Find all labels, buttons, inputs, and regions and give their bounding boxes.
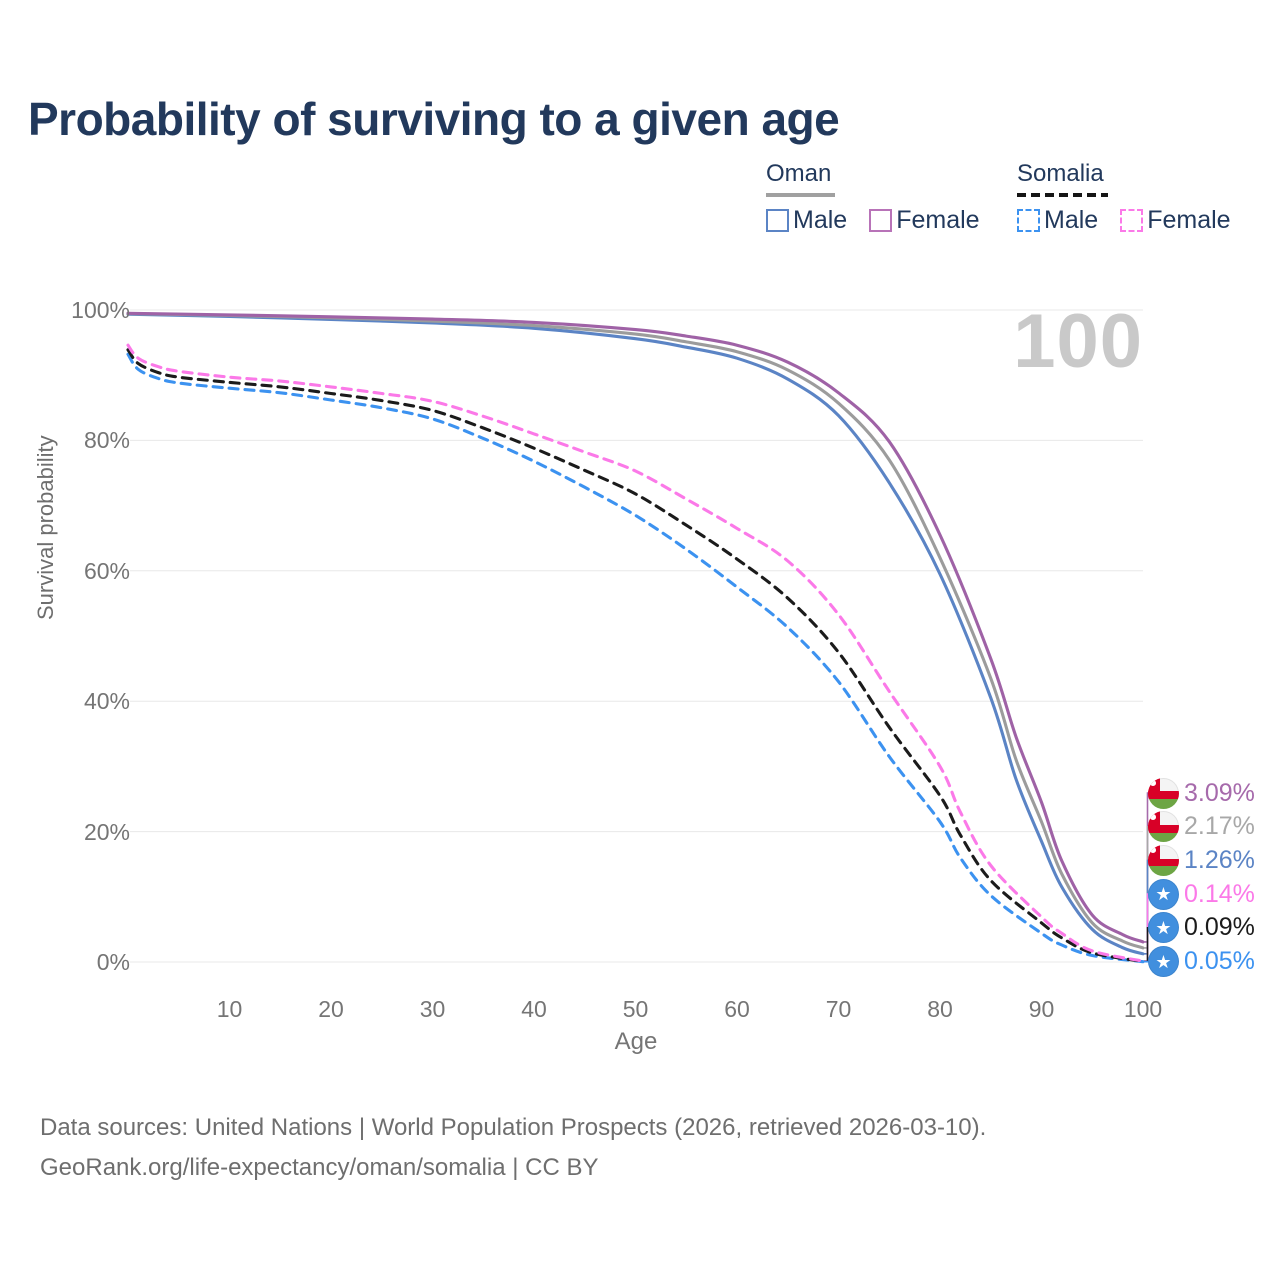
somalia-flag-icon: ★ (1148, 878, 1179, 910)
line-oman-total (126, 312, 1145, 950)
x-tick-label: 80 (927, 996, 953, 1022)
end-value-oman-female: 3.09% (1184, 778, 1255, 807)
oman-flag-icon (1148, 844, 1179, 876)
star-icon: ★ (1155, 917, 1172, 938)
x-tick-label: 20 (318, 996, 344, 1022)
legend-group-somalia: Somalia Male Female (1017, 160, 1231, 235)
x-tick-label: 70 (825, 996, 852, 1022)
x-tick-label: 30 (419, 996, 446, 1022)
legend-items-row: Male Female (766, 206, 980, 235)
x-tick-label: 50 (622, 996, 649, 1022)
x-tick-label: 90 (1028, 996, 1055, 1022)
line-somalia-male (126, 352, 1145, 964)
y-tick-label: 20% (83, 818, 130, 845)
legend-item-somalia-male[interactable]: Male (1017, 206, 1098, 235)
legend-swatch-somalia-male (1017, 209, 1040, 232)
legend-item-oman-female[interactable]: Female (869, 206, 980, 235)
end-label-oman-male: 1.26% (1148, 844, 1255, 876)
legend-group-title: Oman (766, 160, 832, 187)
end-label-somalia-total: ★ 0.09% (1148, 912, 1255, 944)
end-label-oman-total: 2.17% (1148, 811, 1255, 843)
end-label-somalia-male: ★ 0.05% (1148, 946, 1255, 977)
watermark-100: 100 (1013, 299, 1143, 384)
legend-somalia-line-sample (1017, 193, 1108, 197)
y-tick-label: 80% (83, 427, 130, 454)
legend-item-label: Male (793, 206, 848, 234)
y-tick-label: 0% (96, 949, 130, 975)
legend-group-oman: Oman Male Female (766, 160, 980, 235)
legend-swatch-oman-female (869, 209, 893, 232)
legend-item-oman-male[interactable]: Male (766, 206, 847, 235)
star-icon: ★ (1155, 884, 1172, 905)
footer-data-sources: Data sources: United Nations | World Pop… (40, 1114, 987, 1141)
legend-item-label: Female (1147, 206, 1231, 234)
oman-flag-icon (1148, 777, 1179, 809)
y-tick-label: 40% (83, 688, 130, 715)
legend-group-title: Somalia (1017, 160, 1104, 187)
y-tick-label: 100% (71, 297, 130, 323)
line-somalia-female (126, 343, 1145, 963)
star-icon: ★ (1155, 951, 1172, 972)
legend-swatch-oman-male (766, 209, 789, 232)
legend-item-label: Female (896, 206, 980, 234)
somalia-flag-icon: ★ (1148, 912, 1179, 944)
somalia-flag-icon: ★ (1148, 946, 1179, 977)
end-label-somalia-female: ★ 0.14% (1148, 878, 1255, 910)
x-tick-label: 60 (724, 996, 750, 1022)
end-value-oman-male: 1.26% (1184, 845, 1255, 874)
end-value-somalia-female: 0.14% (1184, 879, 1255, 908)
end-value-oman-total: 2.17% (1184, 812, 1255, 841)
legend-oman-line-sample (766, 193, 835, 197)
legend-swatch-somalia-female (1120, 209, 1144, 232)
end-value-somalia-male: 0.05% (1184, 947, 1255, 975)
legend-item-somalia-female[interactable]: Female (1120, 206, 1231, 235)
x-tick-label: 100 (1123, 996, 1163, 1022)
footer-attribution: GeoRank.org/life-expectancy/oman/somalia… (40, 1154, 599, 1181)
line-somalia-total (126, 348, 1145, 963)
legend-item-label: Male (1044, 206, 1099, 234)
legend-items-row: Male Female (1017, 206, 1231, 235)
line-oman-female (126, 311, 1145, 944)
x-tick-label: 10 (216, 996, 243, 1022)
end-label-oman-female: 3.09% (1148, 777, 1255, 809)
y-tick-label: 60% (83, 557, 130, 584)
end-value-somalia-total: 0.09% (1184, 913, 1255, 942)
oman-flag-icon (1148, 811, 1179, 843)
page-title: Probability of surviving to a given age (28, 93, 840, 145)
x-tick-label: 40 (521, 996, 547, 1022)
x-axis-title: Age (614, 1028, 658, 1055)
footer: Data sources: United Nations | World Pop… (40, 1108, 986, 1188)
line-oman-male (126, 312, 1145, 956)
